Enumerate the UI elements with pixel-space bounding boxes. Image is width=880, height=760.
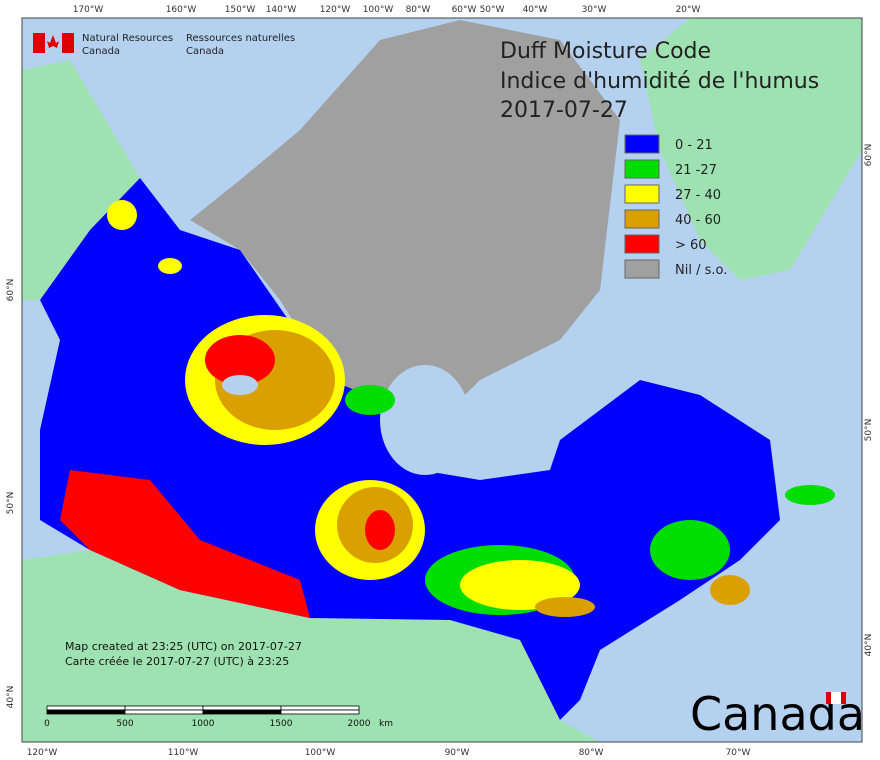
org-en: Canada	[82, 46, 120, 57]
left-axis-label: 60°N	[6, 279, 16, 302]
flag-bar	[33, 33, 45, 53]
flag-leaf	[47, 35, 59, 48]
graticule-labels: 170°W 160°W 150°W 140°W 120°W 100°W 80°W 60°W 50…	[6, 5, 874, 758]
scale-segment	[280, 709, 360, 715]
region-green	[785, 485, 835, 505]
legend-swatch	[624, 234, 660, 254]
top-axis-label: 100°W	[363, 5, 394, 15]
top-axis-label: 50°W	[480, 5, 505, 15]
legend-swatch	[624, 209, 660, 229]
scale-label: 1500	[270, 719, 293, 729]
title: Duff Moisture Code	[500, 39, 711, 64]
legend-label: 40 - 60	[675, 213, 721, 228]
usa	[22, 550, 600, 742]
scale-bar: 0 500 1000 1500 2000 km	[44, 705, 393, 729]
scale-label: 0	[44, 719, 50, 729]
scale-label: 2000	[348, 719, 371, 729]
region-green	[650, 520, 730, 580]
scale-label: 500	[116, 719, 133, 729]
legend: 0 - 21 21 -27 27 - 40 40 - 60 > 60 Nil / s.o.	[624, 134, 727, 279]
top-axis-label: 160°W	[166, 5, 197, 15]
top-axis-label: 120°W	[320, 5, 351, 15]
right-axis-label: 50°N	[864, 419, 874, 442]
scale-segment	[124, 709, 204, 715]
bottom-axis-label: 90°W	[445, 748, 470, 758]
bottom-axis-label: 120°W	[27, 748, 58, 758]
region-orange	[535, 597, 595, 617]
org-en: Natural Resources	[82, 33, 173, 44]
bottom-axis-label: 110°W	[168, 748, 199, 758]
region-orange	[710, 575, 750, 605]
lake	[222, 375, 258, 395]
legend-swatch	[624, 159, 660, 179]
right-axis-label: 40°N	[864, 634, 874, 657]
bottom-axis-label: 80°W	[579, 748, 604, 758]
top-axis-label: 80°W	[406, 5, 431, 15]
scale-segment	[46, 709, 126, 715]
region-red-west	[60, 470, 310, 618]
wordmark-flag	[831, 692, 841, 704]
scale-label: 1000	[192, 719, 215, 729]
top-axis-label: 30°W	[582, 5, 607, 15]
map	[21, 17, 863, 743]
alaska	[22, 60, 140, 300]
map-frame	[21, 17, 863, 743]
legend-label: 21 -27	[675, 163, 717, 178]
legend-swatch	[624, 259, 660, 279]
legend-label: > 60	[675, 238, 707, 253]
top-axis-label: 40°W	[523, 5, 548, 15]
note: Map created at 23:25 (UTC) on 2017-07-27	[65, 640, 302, 653]
header: Natural Resources Canada Ressources natu…	[33, 33, 295, 57]
left-axis-label: 50°N	[6, 492, 16, 515]
legend-swatch	[624, 134, 660, 154]
note: Carte créée le 2017-07-27 (UTC) à 23:25	[65, 655, 289, 668]
scale-unit: km	[379, 719, 393, 729]
legend-label: 27 - 40	[675, 188, 721, 203]
org-fr: Ressources naturelles	[186, 33, 295, 44]
region-yellow	[107, 200, 137, 230]
region-yellow	[460, 560, 580, 610]
title: Indice d'humidité de l'humus	[500, 69, 819, 94]
title: 2017-07-27	[500, 98, 628, 123]
top-axis-label: 140°W	[266, 5, 297, 15]
scale-segment	[202, 709, 282, 715]
scale-segment	[202, 705, 282, 711]
legend-swatch	[624, 184, 660, 204]
greenland	[640, 18, 862, 280]
bottom-axis-label: 70°W	[726, 748, 751, 758]
top-axis-label: 60°W	[452, 5, 477, 15]
scale-segment	[46, 705, 126, 711]
hudson-bay	[380, 365, 470, 475]
region-yellow	[158, 258, 182, 274]
legend-label: 0 - 21	[675, 138, 713, 153]
legend-label: Nil / s.o.	[675, 263, 727, 278]
top-axis-label: 20°W	[676, 5, 701, 15]
bottom-axis-label: 100°W	[305, 748, 336, 758]
org-fr: Canada	[186, 46, 224, 57]
top-axis-label: 170°W	[73, 5, 104, 15]
top-axis-label: 150°W	[225, 5, 256, 15]
flag-bar	[62, 33, 74, 53]
scale-segment	[280, 705, 360, 711]
left-axis-label: 40°N	[6, 686, 16, 709]
region-red	[365, 510, 395, 550]
region-green	[345, 385, 395, 415]
region-red	[205, 335, 275, 385]
right-axis-label: 60°N	[864, 144, 874, 167]
scale-segment	[124, 705, 204, 711]
